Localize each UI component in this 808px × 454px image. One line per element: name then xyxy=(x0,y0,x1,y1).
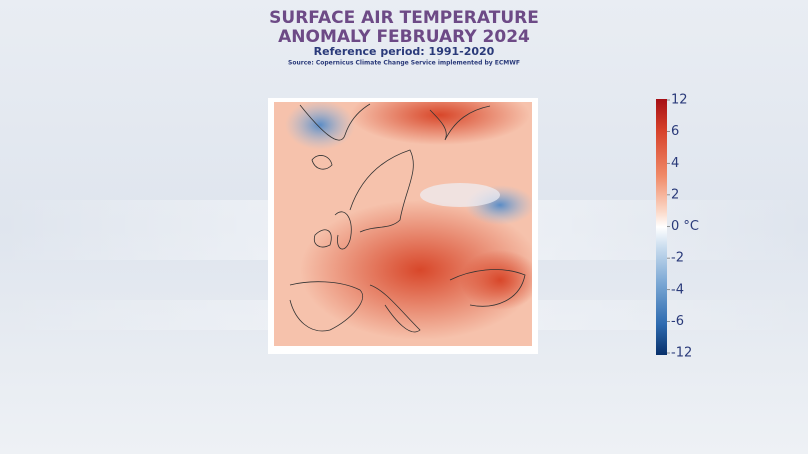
neutral-area xyxy=(420,183,500,207)
warm-area xyxy=(350,102,530,145)
tick-label: -6 xyxy=(671,314,684,329)
title-line: SURFACE AIR TEMPERATURE xyxy=(269,8,539,28)
title: SURFACE AIR TEMPERATURE ANOMALY FEBRUARY… xyxy=(269,8,539,67)
source: Source: Copernicus Climate Change Servic… xyxy=(288,60,520,67)
title-line: ANOMALY FEBRUARY 2024 xyxy=(278,27,530,47)
tick-label: 2 xyxy=(671,187,679,202)
tick-label: 4 xyxy=(671,156,679,171)
coastlines xyxy=(289,103,526,333)
map xyxy=(268,98,538,354)
tick-label: 12 xyxy=(671,93,688,108)
warm-area xyxy=(460,250,532,310)
cold-area xyxy=(285,102,355,150)
tick-label: 6 xyxy=(671,124,679,139)
subtitle: Reference period: 1991-2020 xyxy=(314,45,495,58)
tick-label: -4 xyxy=(671,282,684,297)
colorbar-ticks: 12 6 4 2 0 °C -2 -4 -6 -12 xyxy=(667,93,699,361)
warm-area xyxy=(300,200,532,340)
tick-label: -2 xyxy=(671,251,684,266)
tick-label: -12 xyxy=(671,346,692,361)
tick-label: 0 °C xyxy=(671,219,699,234)
colorbar xyxy=(656,99,667,355)
